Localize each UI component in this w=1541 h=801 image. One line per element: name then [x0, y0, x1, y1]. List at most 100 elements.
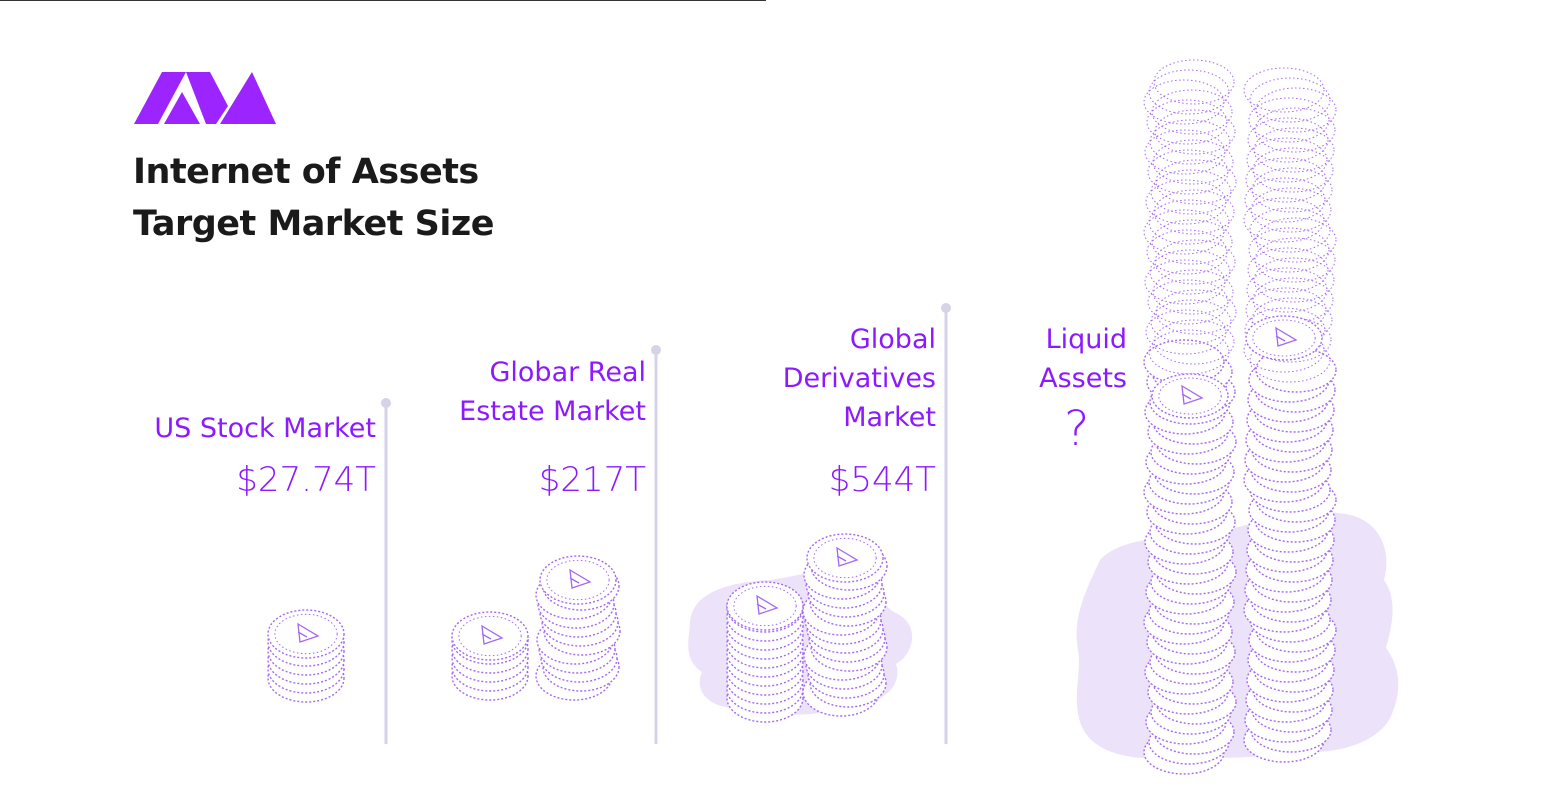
- market-value-real-estate: $217T: [538, 460, 646, 500]
- liquid-stack-a-coin: [1143, 79, 1225, 125]
- liquid-stack-a-coin: [1152, 139, 1234, 185]
- liquid-stack-a-coin: [1148, 329, 1230, 375]
- us-stock-stack-top-coin-rim: [274, 613, 338, 655]
- liquid-stack-a-coin: [1146, 99, 1228, 145]
- liquid-stack-b-coin: [1243, 67, 1325, 113]
- liquid-stack-a-coin: [1154, 239, 1236, 285]
- real-estate-stack-b-top-coin-rim: [546, 559, 610, 601]
- liquid-stack-b-coin: [1246, 137, 1328, 183]
- liquid-stack-b-coin: [1244, 307, 1326, 353]
- us-stock-stack-top-coin-logo-icon: [297, 622, 320, 643]
- liquid-stack-a-face-rim: [1158, 377, 1222, 415]
- real-estate-pole-cap: [651, 345, 661, 355]
- liquid-stack-b-coin: [1246, 267, 1328, 313]
- market-value-derivatives: $544T: [828, 460, 936, 500]
- liquid-stack-a-face-logo-icon: [1181, 384, 1204, 405]
- liquid-stack-b-coin: [1251, 167, 1333, 213]
- liquid-stack-a-coin: [1147, 279, 1229, 325]
- liquid-assets-blob: [1076, 512, 1399, 759]
- liquid-stack-b-coin: [1245, 157, 1327, 203]
- liquid-stack-b-coin: [1254, 107, 1336, 153]
- liquid-stack-b-coin: [1252, 277, 1334, 323]
- title-line-1: Internet of Assets: [133, 152, 479, 192]
- liquid-stack-b-coin: [1247, 247, 1329, 293]
- derivatives-stack-b-top-coin-logo-icon: [836, 546, 859, 567]
- market-label-line: Global: [849, 324, 936, 355]
- liquid-stack-a-coin: [1150, 299, 1232, 345]
- us-stock-pole-cap: [381, 398, 391, 408]
- market-label-line: Market: [843, 402, 936, 433]
- liquid-stack-b-coin: [1254, 237, 1336, 283]
- market-label-line: Estate Market: [459, 396, 646, 427]
- liquid-stack-a-coin: [1146, 229, 1228, 275]
- market-value-us-stock: $27.74T: [236, 460, 376, 500]
- liquid-stack-b-coin: [1252, 147, 1334, 193]
- liquid-stack-a-coin: [1145, 179, 1227, 225]
- liquid-stack-b-face-logo-icon: [1275, 326, 1298, 347]
- real-estate-stack-a-top-coin-rim: [458, 615, 522, 657]
- avalanche-logo-icon: [134, 72, 276, 124]
- liquid-stack-a-coin: [1148, 69, 1230, 115]
- liquid-stack-a-coin: [1154, 109, 1236, 155]
- liquid-stack-b-coin: [1253, 257, 1335, 303]
- liquid-stack-b-coin: [1243, 197, 1325, 243]
- us-stock-stack-top-coin: [267, 609, 345, 659]
- liquid-stack-a-coin: [1153, 59, 1235, 105]
- market-label-line: US Stock Market: [154, 413, 376, 444]
- derivatives-stack-b-top-coin: [806, 533, 884, 583]
- liquid-stack-b-coin: [1253, 127, 1335, 173]
- liquid-stack-a-coin: [1144, 259, 1226, 305]
- liquid-stack-b-coin: [1245, 287, 1327, 333]
- liquid-stack-b-coin: [1251, 297, 1333, 343]
- liquid-stack-a-coin: [1151, 89, 1233, 135]
- liquid-stack-a-coin: [1155, 159, 1237, 205]
- liquid-stack-b-face-rim: [1252, 319, 1316, 357]
- liquid-stack-b-coin: [1249, 207, 1331, 253]
- real-estate-stack-b-top-coin: [539, 555, 617, 605]
- market-label-derivatives: Global Derivatives Market: [783, 320, 936, 437]
- liquid-stack-a-coin: [1153, 319, 1235, 365]
- derivatives-stack-a-top-coin-logo-icon: [756, 594, 779, 615]
- liquid-stack-b-coin: [1248, 97, 1330, 143]
- real-estate-stack-b-top-coin-logo-icon: [569, 568, 592, 589]
- derivatives-pole-cap: [941, 303, 951, 313]
- liquid-stack-b-coin: [1255, 217, 1337, 263]
- derivatives-stack-a-top-coin-rim: [733, 585, 797, 627]
- liquid-stack-b-coin: [1247, 117, 1329, 163]
- market-label-real-estate: Globar Real Estate Market: [459, 353, 646, 431]
- page-title: Internet of Assets Target Market Size: [133, 146, 494, 250]
- liquid-stack-a-coin: [1155, 289, 1237, 335]
- real-estate-stack-a-top-coin-logo-icon: [481, 624, 504, 645]
- derivatives-stack-a-top-coin: [726, 581, 804, 631]
- liquid-stack-a-coin: [1148, 199, 1230, 245]
- market-label-line: Assets: [1039, 363, 1127, 394]
- liquid-stack-a-coin: [1144, 129, 1226, 175]
- liquid-stack-a-coin: [1149, 119, 1231, 165]
- top-divider-line: [0, 0, 766, 1]
- derivatives-stack-b-top-coin-rim: [813, 537, 877, 579]
- market-value-liquid-assets: ?: [1064, 401, 1090, 457]
- liquid-stack-b-face: [1245, 315, 1323, 361]
- liquid-stack-a-coin: [1151, 219, 1233, 265]
- liquid-stack-a-coin: [1150, 169, 1232, 215]
- liquid-stack-a-face: [1151, 373, 1229, 419]
- liquid-stack-a-coin: [1149, 249, 1231, 295]
- market-label-liquid-assets: Liquid Assets: [1039, 320, 1127, 398]
- real-estate-stack-a-top-coin: [451, 611, 529, 661]
- title-line-2: Target Market Size: [133, 204, 494, 244]
- market-label-line: Globar Real: [489, 357, 646, 388]
- liquid-stack-b-coin: [1250, 187, 1332, 233]
- market-label-line: Derivatives: [782, 363, 936, 394]
- liquid-stack-a-coin: [1153, 189, 1235, 235]
- liquid-stack-b-coin: [1244, 177, 1326, 223]
- liquid-stack-b-coin: [1248, 227, 1330, 273]
- liquid-stack-a-coin: [1143, 209, 1225, 255]
- market-label-us-stock: US Stock Market: [154, 409, 376, 448]
- market-label-line: Liquid: [1045, 324, 1127, 355]
- liquid-stack-b-coin: [1255, 87, 1337, 133]
- liquid-stack-a-coin: [1152, 269, 1234, 315]
- liquid-stack-a-coin: [1145, 309, 1227, 355]
- liquid-stack-a-coin: [1147, 149, 1229, 195]
- liquid-stack-b-coin: [1249, 77, 1331, 123]
